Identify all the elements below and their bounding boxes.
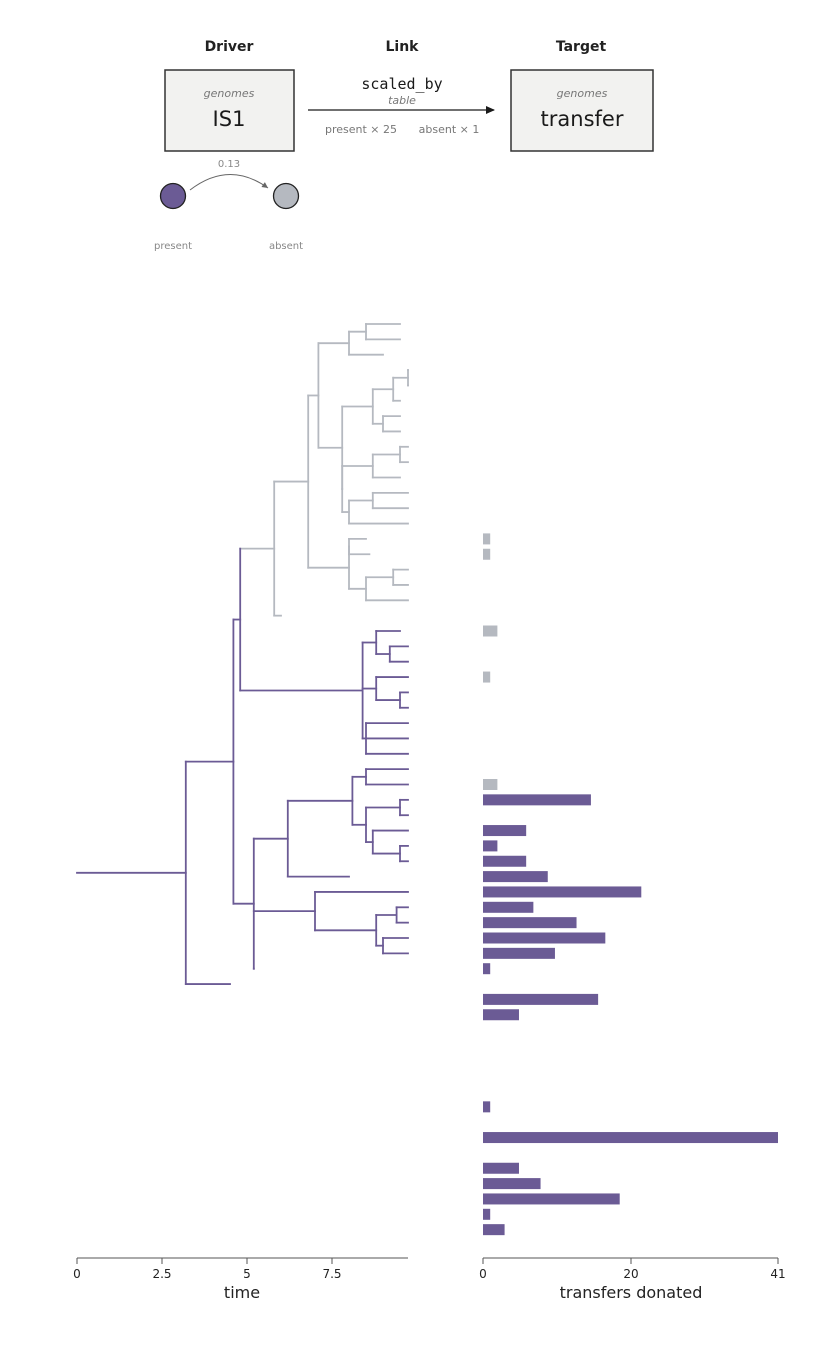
target-kind: genomes [557,87,608,100]
absent-state-node [272,182,300,210]
transfer-bar [483,993,599,1005]
present-state-node [159,182,187,210]
time-tick-label: 2.5 [152,1267,171,1281]
transfer-bar [483,533,491,545]
phylogenetic-tree [76,323,409,985]
transfers-tick-label: 41 [770,1267,785,1281]
transfer-bar [483,886,642,898]
transfer-bar [483,1193,620,1205]
transfer-bar [483,548,491,560]
transfer-bar [483,1132,778,1144]
time-tick-label: 5 [243,1267,251,1281]
transition-rate: 0.13 [218,159,240,170]
transfer-bar [483,1009,519,1021]
transfer-bar [483,825,527,837]
transfer-bar [483,901,534,913]
driver-box [164,69,295,152]
transfer-bar [483,917,577,929]
target-name: transfer [541,107,624,131]
transfer-bar [483,947,555,959]
transfer-bar [483,840,498,852]
transfer-bar [483,1101,491,1113]
transfer-bar [483,871,548,883]
transfer-bar [483,1208,491,1220]
time-tick-label: 0 [73,1267,81,1281]
transfer-bar [483,625,498,637]
link-type: table [388,94,416,107]
time-tick-label: 7.5 [322,1267,341,1281]
transfers-bars [483,533,778,1236]
link-present-rule: present × 25 [325,123,397,136]
link-absent-rule: absent × 1 [419,123,480,136]
driver-name: IS1 [213,107,246,131]
link-heading: Link [386,39,420,55]
target-heading: Target [556,39,607,55]
transition-arrow [189,174,269,191]
transfer-bar [483,794,591,806]
driver-kind: genomes [204,87,255,100]
transfer-bar [483,1162,519,1174]
link-relation: scaled_by [361,75,442,93]
transfer-bar [483,779,498,790]
transfers-axis: 0 20 41 transfers donated [479,1257,786,1302]
target-box [510,69,654,152]
time-axis-label: time [224,1283,260,1302]
transfers-tick-label: 20 [623,1267,638,1281]
time-axis: 0 2.5 5 7.5 time [73,1257,408,1302]
transfer-bar [483,1224,505,1236]
transfers-tick-label: 0 [479,1267,487,1281]
present-state-label: present [154,241,192,252]
transfers-axis-label: transfers donated [560,1283,703,1302]
transfer-bar [483,1178,541,1190]
transfer-bar [483,963,491,975]
absent-state-label: absent [269,241,303,252]
transfer-bar [483,932,606,944]
transfer-bar [483,855,527,867]
transfer-bar [483,671,491,683]
driver-heading: Driver [205,39,254,55]
